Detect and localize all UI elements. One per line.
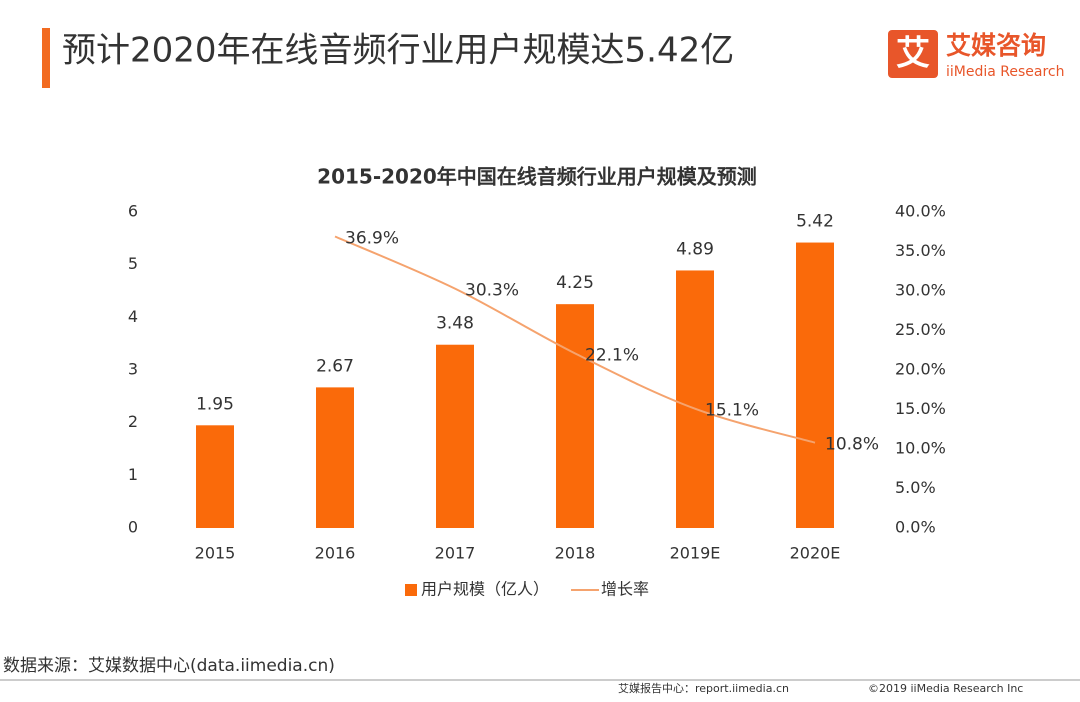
y2-tick-label: 35.0% [895, 241, 946, 260]
bar-value-label: 4.89 [676, 239, 714, 259]
line-value-label: 30.3% [465, 281, 519, 301]
line-value-label: 15.1% [705, 401, 759, 421]
bar [436, 344, 474, 528]
x-tick-label: 2019E [670, 544, 721, 563]
line-value-label: 22.1% [585, 345, 639, 365]
bar [196, 425, 234, 528]
x-tick-label: 2016 [315, 544, 356, 563]
bar [676, 270, 714, 528]
x-tick-label: 2015 [195, 544, 236, 563]
footer-report: 艾媒报告中心：report.iimedia.cn [618, 681, 789, 695]
source: 数据来源：艾媒数据中心(data.iimedia.cn) [3, 656, 335, 676]
legend-label: 用户规模（亿人） [421, 580, 549, 599]
title-accent [42, 28, 50, 88]
y-tick-label: 5 [128, 254, 138, 273]
logo-mark: 艾 [896, 34, 930, 74]
line-value-label: 10.8% [825, 435, 879, 455]
y2-tick-label: 0.0% [895, 518, 936, 537]
y-tick-label: 6 [128, 202, 138, 221]
line-value-label: 36.9% [345, 228, 399, 248]
y2-tick-label: 30.0% [895, 281, 946, 300]
y-tick-label: 2 [128, 412, 138, 431]
bar [556, 304, 594, 528]
legend-label: 增长率 [601, 580, 649, 599]
logo-cn: 艾媒咨询 [946, 31, 1046, 60]
bar-value-label: 2.67 [316, 356, 354, 376]
bar [796, 242, 834, 528]
logo-en: iiMedia Research [946, 64, 1065, 80]
x-tick-label: 2020E [790, 544, 841, 563]
y2-tick-label: 25.0% [895, 320, 946, 339]
x-tick-label: 2018 [555, 544, 596, 563]
y-tick-label: 0 [128, 518, 138, 537]
chart-title: 2015-2020年中国在线音频行业用户规模及预测 [317, 165, 757, 189]
y2-tick-label: 5.0% [895, 478, 936, 497]
bar-value-label: 1.95 [196, 394, 234, 414]
bar-value-label: 4.25 [556, 273, 594, 293]
line [334, 235, 816, 444]
bar-value-label: 3.48 [436, 314, 474, 334]
y-tick-label: 3 [128, 360, 138, 379]
page-title: 预计2020年在线音频行业用户规模达5.42亿 [62, 31, 734, 71]
y-tick-label: 4 [128, 307, 138, 326]
y2-tick-label: 20.0% [895, 360, 946, 379]
y2-tick-label: 15.0% [895, 399, 946, 418]
footer-copyright: ©2019 iiMedia Research Inc [868, 682, 1023, 695]
bar-value-label: 5.42 [796, 212, 834, 232]
legend-swatch [405, 584, 417, 596]
x-tick-label: 2017 [435, 544, 476, 563]
y-tick-label: 1 [128, 465, 138, 484]
logo-box [888, 30, 938, 78]
y2-tick-label: 40.0% [895, 202, 946, 221]
y2-tick-label: 10.0% [895, 439, 946, 458]
bar [316, 387, 354, 528]
